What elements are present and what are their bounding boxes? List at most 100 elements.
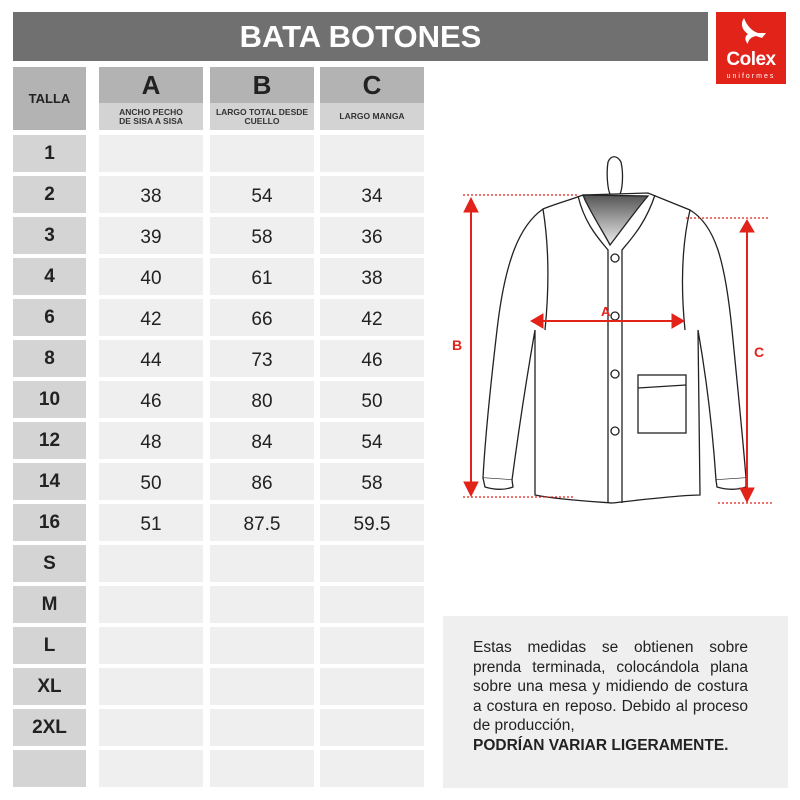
measure-lines (463, 194, 772, 504)
value-a-cell (99, 135, 203, 172)
value-b-cell: 66 (210, 299, 314, 336)
logo-brand: Colex (726, 49, 776, 70)
size-cell: S (13, 545, 86, 582)
page-title: BATA BOTONES (13, 12, 708, 61)
value-c-cell: 54 (320, 422, 424, 459)
value-c-cell: 58 (320, 463, 424, 500)
value-c-cell: 38 (320, 258, 424, 295)
value-b-cell (210, 709, 314, 746)
colex-logo: Colex uniformes (716, 12, 786, 84)
size-cell: L (13, 627, 86, 664)
size-cell (13, 750, 86, 787)
value-b-cell: 61 (210, 258, 314, 295)
table-row: 2 38 54 34 (0, 176, 430, 213)
table-row: 4 40 61 38 (0, 258, 430, 295)
table-row: M (0, 586, 430, 623)
value-b-cell (210, 627, 314, 664)
value-c-cell: 50 (320, 381, 424, 418)
column-letter: B (210, 67, 314, 103)
value-c-cell (320, 545, 424, 582)
value-a-cell: 40 (99, 258, 203, 295)
value-c-cell (320, 709, 424, 746)
value-b-cell (210, 135, 314, 172)
value-c-cell (320, 668, 424, 705)
value-a-cell (99, 627, 203, 664)
table-row (0, 750, 430, 787)
table-row: 10 46 80 50 (0, 381, 430, 418)
value-b-cell: 58 (210, 217, 314, 254)
column-letter: C (320, 67, 424, 103)
table-row: XL (0, 668, 430, 705)
value-a-cell (99, 709, 203, 746)
size-cell: 3 (13, 217, 86, 254)
size-cell: 14 (13, 463, 86, 500)
label-c: C (754, 344, 764, 360)
column-desc: LARGO TOTAL DESDE CUELLO (210, 103, 314, 130)
value-b-cell: 86 (210, 463, 314, 500)
size-cell: 6 (13, 299, 86, 336)
value-a-cell: 38 (99, 176, 203, 213)
jacket-outline (482, 156, 747, 504)
table-row: 3 39 58 36 (0, 217, 430, 254)
value-a-cell (99, 545, 203, 582)
note-text: Estas medidas se obtienen sobre prenda t… (473, 639, 748, 734)
value-a-cell: 44 (99, 340, 203, 377)
table-row: L (0, 627, 430, 664)
column-desc-text: ANCHO PECHO DE SISA A SISA (119, 106, 183, 126)
label-a: A (601, 304, 611, 319)
column-desc-text: LARGO TOTAL DESDE CUELLO (215, 106, 309, 126)
value-b-cell: 73 (210, 340, 314, 377)
size-cell: 4 (13, 258, 86, 295)
value-b-cell (210, 668, 314, 705)
column-header-a: A ANCHO PECHO DE SISA A SISA (99, 67, 203, 130)
table-row: 12 48 84 54 (0, 422, 430, 459)
size-cell: 2 (13, 176, 86, 213)
value-c-cell (320, 586, 424, 623)
value-a-cell: 48 (99, 422, 203, 459)
column-desc: LARGO MANGA (320, 103, 424, 130)
value-c-cell: 59.5 (320, 504, 424, 541)
value-b-cell: 87.5 (210, 504, 314, 541)
table-row: 6 42 66 42 (0, 299, 430, 336)
size-cell: M (13, 586, 86, 623)
column-header-c: C LARGO MANGA (320, 67, 424, 130)
note-emphasis: PODRÍAN VARIAR LIGERAMENTE. (473, 736, 729, 754)
value-b-cell (210, 545, 314, 582)
table-row: 16 51 87.5 59.5 (0, 504, 430, 541)
value-b-cell: 84 (210, 422, 314, 459)
value-a-cell: 46 (99, 381, 203, 418)
label-b: B (452, 337, 462, 353)
size-header: TALLA (13, 67, 86, 130)
value-c-cell: 36 (320, 217, 424, 254)
value-b-cell (210, 586, 314, 623)
size-cell: 10 (13, 381, 86, 418)
value-c-cell: 34 (320, 176, 424, 213)
table-row: S (0, 545, 430, 582)
value-a-cell: 50 (99, 463, 203, 500)
value-a-cell (99, 750, 203, 787)
value-c-cell: 46 (320, 340, 424, 377)
value-b-cell: 80 (210, 381, 314, 418)
table-row: 1 (0, 135, 430, 172)
value-b-cell: 54 (210, 176, 314, 213)
value-a-cell: 39 (99, 217, 203, 254)
column-desc-text: LARGO MANGA (339, 111, 405, 121)
size-cell: 16 (13, 504, 86, 541)
value-a-cell (99, 586, 203, 623)
column-letter: A (99, 67, 203, 103)
value-c-cell (320, 627, 424, 664)
table-row: 8 44 73 46 (0, 340, 430, 377)
value-b-cell (210, 750, 314, 787)
value-a-cell: 51 (99, 504, 203, 541)
measurement-note: Estas medidas se obtienen sobre prenda t… (443, 616, 788, 788)
value-c-cell: 42 (320, 299, 424, 336)
value-a-cell: 42 (99, 299, 203, 336)
logo-sub: uniformes (726, 73, 776, 80)
table-row: 14 50 86 58 (0, 463, 430, 500)
size-cell: 2XL (13, 709, 86, 746)
size-cell: XL (13, 668, 86, 705)
size-cell: 12 (13, 422, 86, 459)
value-c-cell (320, 750, 424, 787)
column-header-b: B LARGO TOTAL DESDE CUELLO (210, 67, 314, 130)
